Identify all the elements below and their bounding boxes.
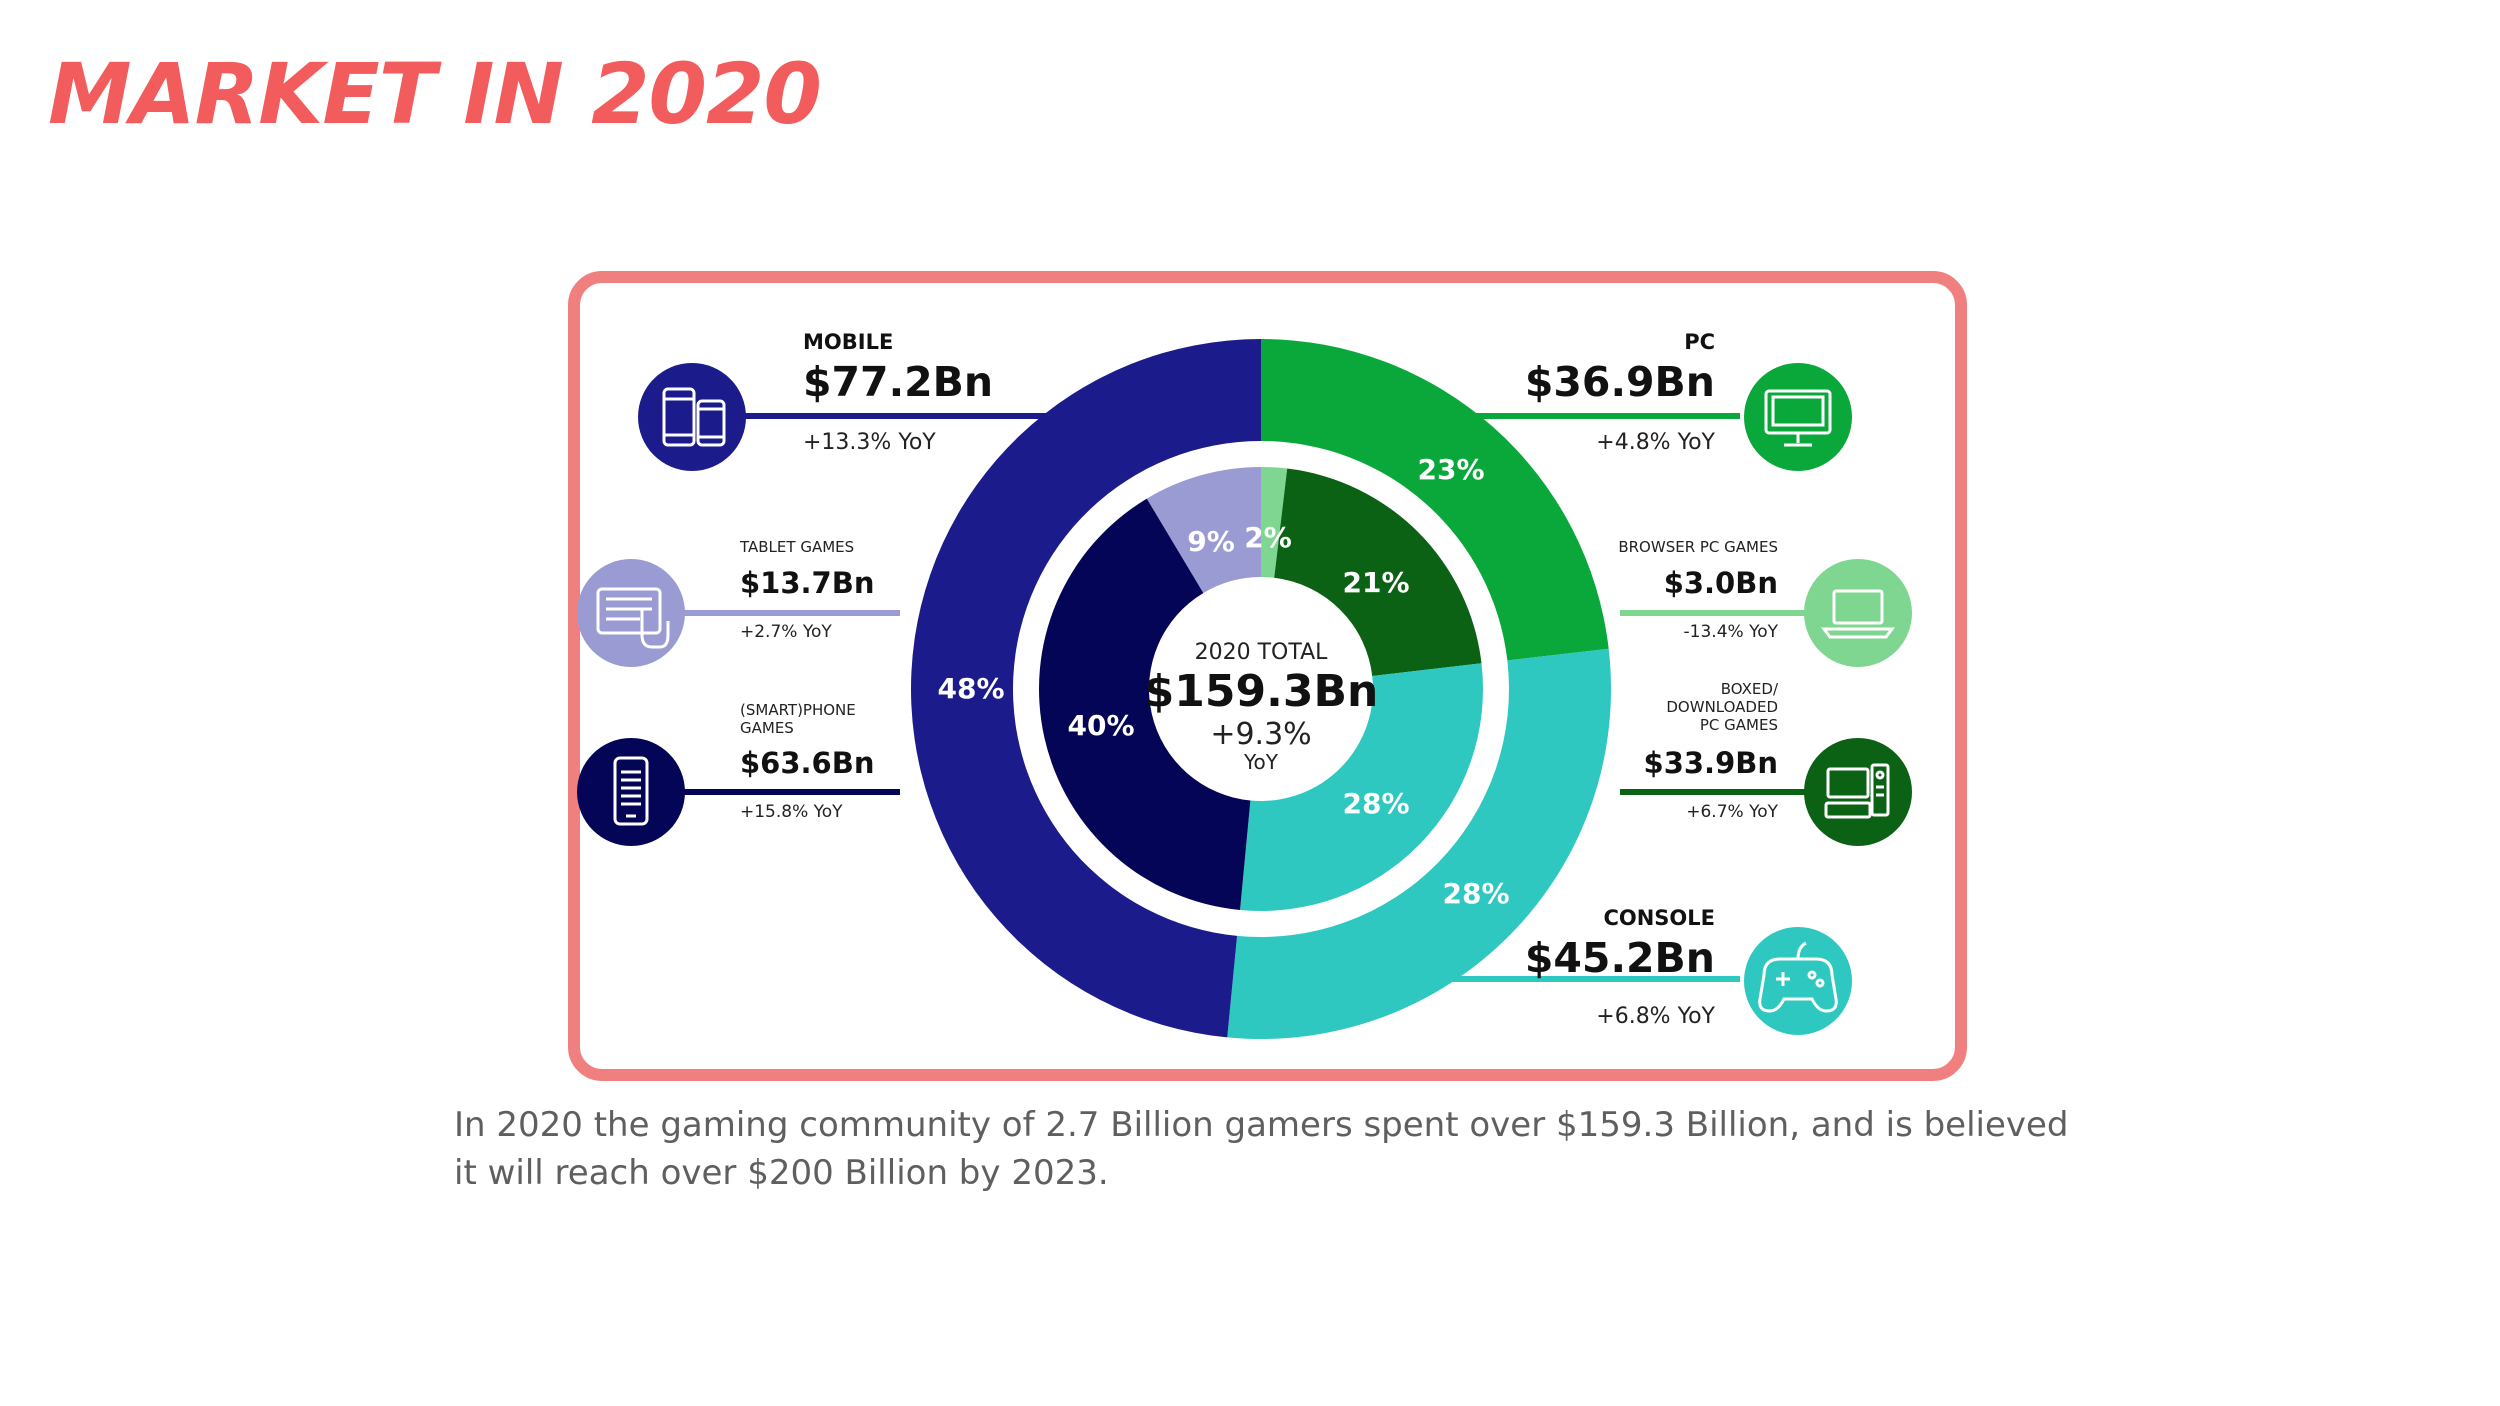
phone-icon-badge <box>577 738 685 846</box>
inner-segment-console <box>1240 663 1483 911</box>
pct-boxed: 21% <box>1342 566 1409 599</box>
pc-yoy: +4.8% YoY <box>1596 430 1715 455</box>
console-icon-badge <box>1744 927 1852 1035</box>
pct-browser: 2% <box>1244 521 1292 554</box>
desktop-computer-icon <box>1824 763 1890 819</box>
boxed-icon-badge <box>1804 738 1912 846</box>
inner-ring <box>1039 467 1483 911</box>
console-yoy: +6.8% YoY <box>1596 1004 1715 1029</box>
tablet-name: TABLET GAMES <box>739 538 854 556</box>
pct-phone: 40% <box>1067 709 1134 742</box>
pct-mobile: 48% <box>937 672 1004 705</box>
pc-icon-badge <box>1744 363 1852 471</box>
phone-value: $63.6Bn <box>740 746 874 780</box>
browser-name: BROWSER PC GAMES <box>1618 538 1778 556</box>
phone-name-line1: (SMART)PHONE <box>740 701 856 719</box>
tablet-icon-badge <box>577 559 685 667</box>
inner-segment-browser-pc-games <box>1261 467 1288 578</box>
mobile-yoy: +13.3% YoY <box>803 430 936 455</box>
outer-segment-pc <box>1261 339 1609 661</box>
browser-icon-badge <box>1804 559 1912 667</box>
center-total-value: $159.3Bn <box>1144 666 1379 717</box>
tablet-touch-icon <box>596 587 670 649</box>
boxed-name-line2: DOWNLOADED <box>1666 698 1778 716</box>
phone-name-line2: GAMES <box>740 719 794 737</box>
browser-yoy: -13.4% YoY <box>1684 622 1779 642</box>
monitor-icon <box>1764 389 1832 447</box>
console-value: $45.2Bn <box>1525 934 1715 982</box>
boxed-value: $33.9Bn <box>1644 746 1778 780</box>
caption-text: In 2020 the gaming community of 2.7 Bill… <box>454 1105 2069 1193</box>
console-name: CONSOLE <box>1603 906 1715 930</box>
boxed-yoy: +6.7% YoY <box>1686 802 1778 822</box>
center-total-yoy: +9.3% <box>1210 717 1311 752</box>
pct-console-inner: 28% <box>1342 787 1409 820</box>
boxed-name-line3: PC GAMES <box>1700 716 1778 734</box>
outer-ring <box>910 339 1611 1040</box>
pct-pc: 23% <box>1417 453 1484 486</box>
infographic-frame: 48% 23% 28% 9% 40% 2% 21% 28% 2020 TOTAL… <box>568 271 1967 1081</box>
mobile-icon-badge <box>638 363 746 471</box>
inner-segment-tablet-games <box>1146 467 1261 593</box>
boxed-name-line1: BOXED/ <box>1721 680 1779 698</box>
pc-name: PC <box>1684 330 1715 354</box>
mobile-value: $77.2Bn <box>803 358 993 406</box>
center-total-yoy-unit: YoY <box>1243 750 1279 774</box>
mobile-name: MOBILE <box>803 330 893 354</box>
smartphone-icon <box>613 756 649 826</box>
outer-segment-console <box>1227 648 1611 1040</box>
page-title: MARKET IN 2020 <box>48 45 822 143</box>
inner-segment-boxed-downloaded-pc-games <box>1274 468 1482 677</box>
pct-tablet: 9% <box>1187 525 1235 558</box>
tablet-value: $13.7Bn <box>740 566 874 600</box>
tablet-yoy: +2.7% YoY <box>740 622 832 642</box>
inner-segment-smart-phone-games <box>1039 498 1251 911</box>
gamepad-icon <box>1758 941 1838 1013</box>
market-donut-chart: 48% 23% 28% 9% 40% 2% 21% 28% 2020 TOTAL… <box>577 330 1912 1040</box>
phone-yoy: +15.8% YoY <box>740 802 843 822</box>
center-total-label: 2020 TOTAL <box>1195 640 1329 665</box>
pc-value: $36.9Bn <box>1525 358 1715 406</box>
mobile-devices-icon <box>662 387 726 447</box>
laptop-icon <box>1821 589 1895 639</box>
browser-value: $3.0Bn <box>1664 566 1778 600</box>
outer-segment-mobile <box>910 339 1261 1038</box>
pct-console-outer: 28% <box>1442 877 1509 910</box>
